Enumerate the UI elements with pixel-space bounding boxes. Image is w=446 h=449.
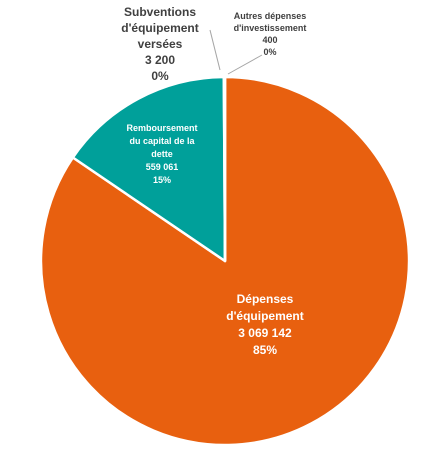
data-label-name-line: Dépenses [237, 292, 294, 306]
data-label-name-line: Autres dépenses [234, 11, 307, 21]
leader-line-autres-depenses-d-investissement [227, 54, 263, 75]
data-label-name-line: d'investissement [234, 23, 307, 33]
data-label-value: 3 200 [145, 53, 175, 67]
data-label-name-line: dette [151, 149, 173, 159]
data-label-name-line: d'équipement [121, 21, 199, 35]
data-label-name-line: Remboursement [126, 123, 197, 133]
data-label-name-line: versées [138, 37, 183, 51]
data-label-value: 400 [262, 35, 277, 45]
data-label-name-line: Subventions [124, 5, 196, 19]
data-label-percent: 85% [253, 343, 277, 357]
data-label-percent: 0% [151, 69, 169, 83]
data-label-percent: 15% [153, 175, 171, 185]
leader-line-subventions-d-equipement-versees [209, 29, 221, 71]
data-label-value: 3 069 142 [238, 326, 292, 340]
slice-remboursement-du-capital-de-la-dette [71, 75, 227, 263]
data-label-name-line: d'équipement [226, 309, 304, 323]
data-label-remboursement-du-capital-de-la-dette: Remboursement du capital de la dette 559 06… [126, 123, 197, 185]
data-label-autres-depenses-d-investissement: Autres dépenses d'investissement 400 0% [234, 11, 307, 57]
data-label-subventions-d-equipement-versees: Subventions d'équipement versées 3 200 0% [121, 5, 199, 83]
data-label-percent: 0% [263, 47, 276, 57]
leader-lines [209, 29, 263, 75]
pie-slices [39, 75, 411, 447]
data-labels: Dépenses d'équipement 3 069 142 85% Rembours… [121, 5, 306, 357]
data-label-depenses-d-equipement: Dépenses d'équipement 3 069 142 85% [226, 292, 304, 357]
data-label-value: 559 061 [146, 162, 179, 172]
data-label-name-line: du capital de la [129, 136, 195, 146]
